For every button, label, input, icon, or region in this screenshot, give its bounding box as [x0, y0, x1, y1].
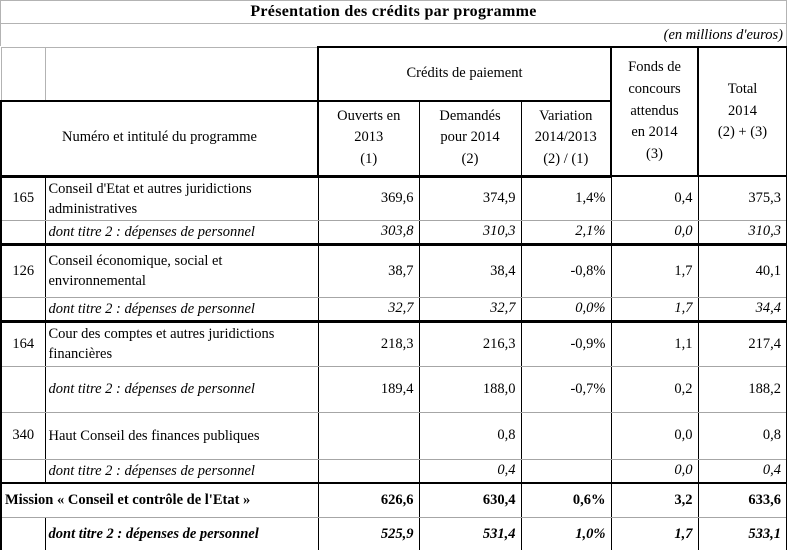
table-row: dont titre 2 : dépenses de personnel 32,7… [0, 296, 787, 323]
table-row: dont titre 2 : dépenses de personnel 189,… [0, 365, 787, 413]
value-cell: 189,4 [317, 365, 420, 413]
header-numero-intitule: Numéro et intitulé du programme [0, 100, 319, 178]
program-number-cell [0, 296, 46, 323]
value-cell: 40,1 [697, 243, 787, 298]
credits-table: Crédits de paiement Fonds de concours at… [0, 46, 787, 550]
program-label-cell: Conseil d'Etat et autres juridictions ad… [44, 175, 319, 221]
table-row: 126 Conseil économique, social et environ… [0, 243, 787, 298]
value-cell: 1,7 [610, 517, 699, 550]
value-cell: 218,3 [317, 320, 420, 367]
value-cell: 216,3 [418, 320, 522, 367]
program-label-cell: Cour des comptes et autres juridictions … [44, 320, 319, 367]
value-cell: 369,6 [317, 175, 420, 221]
table-row: 165 Conseil d'Etat et autres juridictions… [0, 175, 787, 221]
table-row: dont titre 2 : dépenses de personnel 0,4 0… [0, 458, 787, 484]
value-cell: 188,2 [697, 365, 787, 413]
value-cell: 0,8 [697, 411, 787, 460]
header-credits-de-paiement: Crédits de paiement [316, 46, 613, 102]
table-row: Mission « Conseil et contrôle de l'Etat … [0, 482, 787, 518]
value-cell: 374,9 [418, 175, 522, 221]
table-row: dont titre 2 : dépenses de personnel 303,… [0, 219, 787, 246]
value-cell: -0,9% [520, 320, 612, 367]
value-cell [520, 411, 612, 460]
value-cell: 626,6 [317, 482, 420, 518]
value-cell: 0,0 [610, 458, 699, 484]
value-cell: 633,6 [697, 482, 787, 518]
value-cell: 303,8 [317, 219, 420, 246]
value-cell: 1,0% [520, 517, 612, 550]
table-body: 165 Conseil d'Etat et autres juridictions… [0, 175, 787, 550]
program-number-cell [0, 458, 46, 484]
value-cell [520, 458, 612, 484]
program-number-cell: 164 [0, 320, 46, 367]
value-cell: 1,1 [610, 320, 699, 367]
value-cell: 0,0 [610, 219, 699, 246]
value-cell: 32,7 [418, 296, 522, 323]
value-cell [317, 458, 420, 484]
header-total: Total 2014 (2) + (3) [697, 46, 787, 177]
program-number-cell [0, 219, 46, 246]
value-cell: 3,2 [610, 482, 699, 518]
header-ghost-cell [44, 46, 319, 101]
value-cell: 531,4 [418, 517, 522, 550]
units-note: (en millions d'euros) [0, 24, 787, 46]
program-label-cell: dont titre 2 : dépenses de personnel [44, 365, 319, 413]
value-cell: 34,4 [697, 296, 787, 323]
program-number-cell [0, 365, 46, 413]
program-label-cell: Conseil économique, social et environnem… [44, 243, 319, 298]
program-label-cell: dont titre 2 : dépenses de personnel [44, 219, 319, 246]
value-cell: 375,3 [697, 175, 787, 221]
value-cell [317, 411, 420, 460]
value-cell: 533,1 [697, 517, 787, 550]
value-cell: 38,7 [317, 243, 420, 298]
value-cell: 188,0 [418, 365, 522, 413]
program-number-cell: 165 [0, 175, 46, 221]
program-number-cell [0, 517, 46, 550]
value-cell: 0,0 [610, 411, 699, 460]
value-cell: 0,4 [418, 458, 522, 484]
program-label-cell: Haut Conseil des finances publiques [44, 411, 319, 460]
value-cell: 0,8 [418, 411, 522, 460]
table-row: 340 Haut Conseil des finances publiques 0,… [0, 411, 787, 460]
value-cell: 0,4 [697, 458, 787, 484]
value-cell: -0,8% [520, 243, 612, 298]
value-cell: 1,4% [520, 175, 612, 221]
header-row-columns: Numéro et intitulé du programme Ouverts … [0, 100, 787, 178]
value-cell: 38,4 [418, 243, 522, 298]
value-cell: 310,3 [418, 219, 522, 246]
value-cell: 630,4 [418, 482, 522, 518]
value-cell: 1,7 [610, 296, 699, 323]
program-label-cell: dont titre 2 : dépenses de personnel [44, 458, 319, 484]
value-cell: 525,9 [317, 517, 420, 550]
program-number-cell: 126 [0, 243, 46, 298]
value-cell: 310,3 [697, 219, 787, 246]
value-cell: 2,1% [520, 219, 612, 246]
value-cell: 32,7 [317, 296, 420, 323]
value-cell: 0,2 [610, 365, 699, 413]
program-label-cell: dont titre 2 : dépenses de personnel [44, 517, 319, 550]
program-number-cell: 340 [0, 411, 46, 460]
value-cell: 217,4 [697, 320, 787, 367]
value-cell: 0,0% [520, 296, 612, 323]
header-fonds-de-concours: Fonds de concours attendus en 2014 (3) [610, 46, 700, 177]
value-cell: 0,6% [520, 482, 612, 518]
table-row: 164 Cour des comptes et autres juridictio… [0, 320, 787, 367]
program-label-cell: dont titre 2 : dépenses de personnel [44, 296, 319, 323]
header-row-groups: Crédits de paiement Fonds de concours at… [0, 46, 787, 177]
value-cell: 1,7 [610, 243, 699, 298]
value-cell: -0,7% [520, 365, 612, 413]
header-ghost-cell [0, 46, 46, 101]
mission-label-cell: Mission « Conseil et contrôle de l'Etat … [0, 482, 319, 518]
value-cell: 0,4 [610, 175, 699, 221]
header-ouverts-2013: Ouverts en 2013 (1) [317, 100, 420, 178]
page-title: Présentation des crédits par programme [0, 0, 787, 24]
table-row: dont titre 2 : dépenses de personnel 525,… [0, 517, 787, 550]
header-variation: Variation 2014/2013 (2) / (1) [520, 100, 613, 178]
header-demandes-2014: Demandés pour 2014 (2) [418, 100, 522, 178]
